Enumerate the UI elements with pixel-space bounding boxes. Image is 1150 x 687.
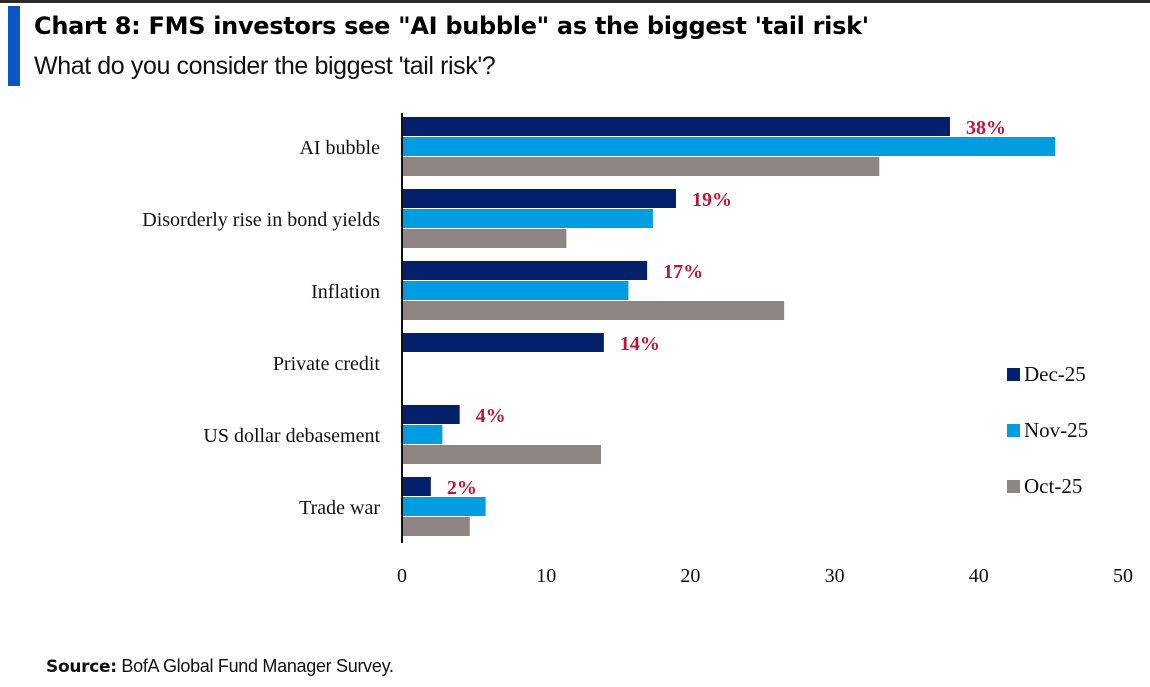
bar-oct-25	[402, 229, 567, 248]
data-label: 19%	[692, 189, 732, 211]
bar-dec-25	[402, 261, 648, 280]
data-label: 14%	[620, 333, 660, 355]
bar-dec-25	[402, 189, 676, 208]
category-label: AI bubble	[299, 137, 380, 159]
x-tick-label: 0	[397, 565, 407, 587]
category-label: Trade war	[299, 497, 380, 519]
bar-nov-25	[402, 281, 629, 300]
x-tick-label: 20	[680, 565, 700, 587]
source-label: Source:	[46, 657, 117, 677]
bar-oct-25	[402, 445, 601, 464]
chart-title: Chart 8: FMS investors see "AI bubble" a…	[34, 12, 869, 40]
legend-swatch-nov-25	[1007, 424, 1020, 437]
bar-nov-25	[402, 497, 486, 516]
x-tick-label: 50	[1113, 565, 1133, 587]
legend-swatch-oct-25	[1007, 480, 1020, 493]
source-text: BofA Global Fund Manager Survey.	[121, 656, 394, 676]
legend-label: Nov-25	[1024, 418, 1088, 442]
chart-subtitle: What do you consider the biggest 'tail r…	[34, 52, 496, 80]
data-label: 2%	[447, 477, 477, 499]
x-tick-label: 40	[969, 565, 989, 587]
legend-swatch-dec-25	[1007, 368, 1020, 381]
legend-label: Dec-25	[1024, 362, 1086, 386]
x-tick-label: 10	[536, 565, 556, 587]
title-accent-bar	[8, 6, 20, 86]
bar-nov-25	[402, 425, 443, 444]
category-label: US dollar debasement	[203, 425, 380, 447]
category-label: Private credit	[273, 353, 381, 375]
bar-nov-25	[402, 137, 1056, 156]
data-label: 38%	[966, 117, 1006, 139]
data-label: 17%	[663, 261, 703, 283]
data-label: 4%	[476, 405, 506, 427]
x-tick-label: 30	[825, 565, 845, 587]
source-note: Source: BofA Global Fund Manager Survey.	[46, 656, 394, 677]
bar-oct-25	[402, 157, 880, 176]
bar-nov-25	[402, 209, 653, 228]
bar-oct-25	[402, 517, 470, 536]
bar-dec-25	[402, 117, 950, 136]
category-label: Inflation	[311, 281, 380, 303]
bar-oct-25	[402, 301, 785, 320]
bar-dec-25	[402, 477, 431, 496]
bar-dec-25	[402, 405, 460, 424]
bar-dec-25	[402, 333, 604, 352]
legend-label: Oct-25	[1024, 474, 1082, 498]
top-border	[0, 0, 1150, 3]
category-label: Disorderly rise in bond yields	[142, 209, 380, 231]
